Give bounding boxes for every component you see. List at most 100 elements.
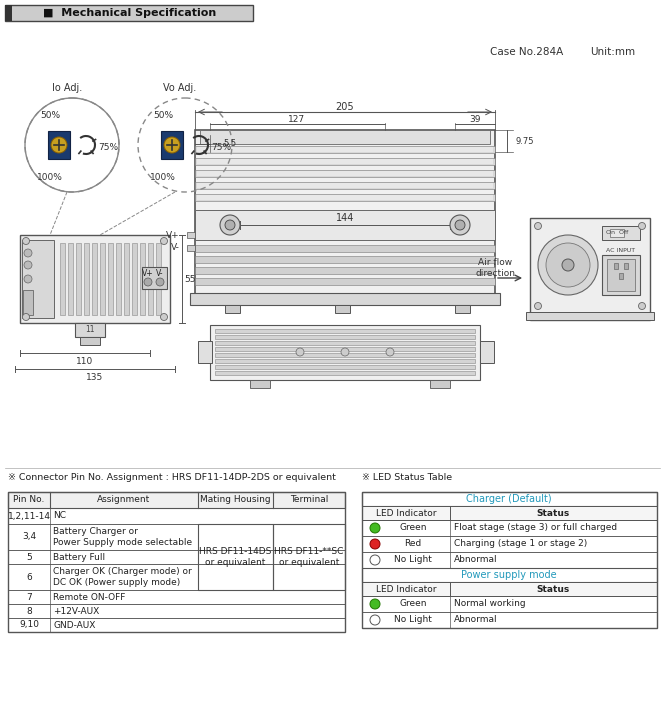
Text: No Light: No Light: [394, 555, 432, 565]
Bar: [624, 263, 628, 269]
Text: GND-AUX: GND-AUX: [53, 620, 95, 630]
Bar: [68, 243, 73, 315]
Bar: [607, 259, 635, 291]
Circle shape: [639, 222, 645, 230]
Bar: [362, 582, 657, 596]
Circle shape: [535, 303, 541, 310]
Text: 55: 55: [184, 274, 196, 284]
Circle shape: [455, 220, 465, 230]
Circle shape: [156, 278, 164, 286]
Text: Battery Full: Battery Full: [53, 552, 105, 562]
Bar: [362, 506, 657, 520]
Bar: [195, 182, 495, 189]
Circle shape: [144, 278, 152, 286]
Text: Charger (Default): Charger (Default): [466, 494, 552, 504]
Circle shape: [538, 235, 598, 295]
Bar: [215, 371, 475, 375]
Bar: [602, 255, 640, 295]
Bar: [195, 158, 495, 165]
Bar: [197, 195, 493, 200]
Text: 100%: 100%: [37, 173, 63, 181]
Text: Battery Charger or
Power Supply mode selectable: Battery Charger or Power Supply mode sel…: [53, 527, 192, 547]
Text: Status: Status: [537, 508, 570, 518]
Text: 5: 5: [26, 552, 32, 562]
Bar: [8, 492, 345, 632]
Circle shape: [23, 238, 29, 245]
Bar: [148, 243, 153, 315]
Bar: [530, 218, 650, 320]
Bar: [80, 337, 100, 345]
Text: V+: V+: [142, 269, 154, 279]
Text: AC INPUT: AC INPUT: [606, 248, 636, 253]
Text: Pin No.: Pin No.: [13, 495, 45, 505]
Bar: [215, 353, 475, 357]
Bar: [195, 256, 495, 263]
Bar: [215, 341, 475, 345]
Circle shape: [24, 261, 32, 269]
Bar: [362, 520, 657, 536]
Text: On  Off: On Off: [606, 230, 628, 235]
Text: 5.5: 5.5: [223, 139, 236, 149]
Bar: [8, 508, 345, 524]
Bar: [480, 341, 494, 363]
Bar: [48, 131, 70, 159]
Text: Vo Adj.: Vo Adj.: [163, 83, 196, 93]
Bar: [8, 564, 345, 590]
Bar: [5, 5, 253, 21]
Bar: [215, 335, 475, 339]
Text: LED Indicator: LED Indicator: [376, 585, 436, 593]
Circle shape: [639, 303, 645, 310]
Bar: [8, 604, 345, 618]
Bar: [195, 210, 495, 240]
Bar: [195, 194, 495, 201]
Bar: [210, 325, 480, 380]
Bar: [142, 267, 167, 289]
Bar: [124, 243, 129, 315]
Bar: [140, 243, 145, 315]
Bar: [92, 243, 97, 315]
Text: 100%: 100%: [150, 173, 176, 181]
Bar: [215, 329, 475, 333]
Text: 50%: 50%: [153, 110, 173, 120]
Circle shape: [341, 348, 349, 356]
Bar: [23, 290, 33, 315]
Text: 39: 39: [469, 115, 481, 123]
Bar: [195, 130, 495, 305]
Text: Float stage (stage 3) or full charged: Float stage (stage 3) or full charged: [454, 523, 617, 533]
Text: 1,2,11-14: 1,2,11-14: [7, 511, 50, 521]
Text: V+: V+: [166, 230, 180, 240]
Bar: [619, 273, 623, 279]
Bar: [8, 524, 345, 550]
Text: 8: 8: [26, 606, 32, 615]
Bar: [200, 130, 490, 144]
Bar: [195, 146, 495, 153]
Bar: [198, 524, 273, 590]
Text: +12V-AUX: +12V-AUX: [53, 606, 99, 615]
Bar: [335, 305, 350, 313]
Circle shape: [370, 555, 380, 565]
Bar: [100, 243, 105, 315]
Bar: [195, 245, 495, 252]
Circle shape: [546, 243, 590, 287]
Bar: [8, 550, 345, 564]
Bar: [8, 492, 345, 508]
Circle shape: [24, 275, 32, 283]
Text: Abnormal: Abnormal: [454, 615, 498, 625]
Text: Power supply mode: Power supply mode: [461, 570, 557, 580]
Text: ※ Connector Pin No. Assignment : HRS DF11-14DP-2DS or equivalent: ※ Connector Pin No. Assignment : HRS DF1…: [8, 474, 336, 482]
Text: Abnormal: Abnormal: [454, 555, 498, 565]
Text: HRS DF11-14DS
or equivalent: HRS DF11-14DS or equivalent: [199, 547, 271, 567]
Text: V-: V-: [171, 243, 180, 253]
Bar: [455, 305, 470, 313]
Text: 3,4: 3,4: [22, 533, 36, 542]
Bar: [197, 159, 493, 164]
Text: 9,10: 9,10: [19, 620, 39, 630]
Circle shape: [24, 249, 32, 257]
Text: Green: Green: [399, 523, 427, 533]
Bar: [195, 267, 495, 274]
Text: Terminal: Terminal: [290, 495, 328, 505]
Circle shape: [370, 539, 380, 549]
Bar: [132, 243, 137, 315]
Text: Assignment: Assignment: [97, 495, 151, 505]
Text: LED Indicator: LED Indicator: [376, 508, 436, 518]
